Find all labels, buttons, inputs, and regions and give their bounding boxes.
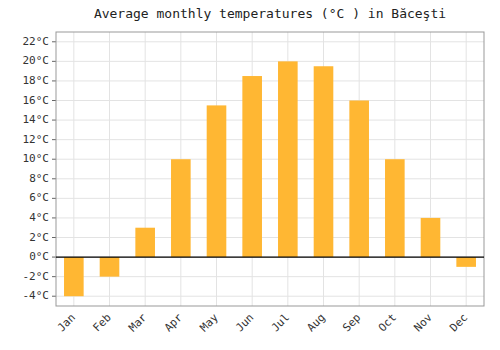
y-tick [52,100,56,101]
y-tick-label: -4°C [23,289,50,302]
x-tick-label: Aug [304,311,327,334]
x-tick-label: Mar [126,311,150,335]
y-tick-label: 22°C [23,35,50,48]
bar [207,105,227,257]
y-grid-line [56,80,484,81]
y-tick-label: 0°C [29,250,49,263]
y-tick [52,198,56,199]
y-tick-label: 16°C [23,94,50,107]
x-tick-label: Dec [447,311,470,334]
title: Average monthly temperatures (°C ) in Bă… [94,6,446,21]
bar [314,66,334,257]
x-grid-line [145,32,146,306]
y-tick [52,80,56,81]
y-grid-line [56,276,484,277]
y-grid-line [56,178,484,179]
bar [171,159,191,257]
y-tick-label: 14°C [23,113,50,126]
y-tick [52,237,56,238]
y-grid-line [56,120,484,121]
x-tick-label: Oct [376,311,399,334]
bar [421,218,441,257]
y-grid-line [56,139,484,140]
bar [456,257,476,267]
grid [56,32,484,306]
x-tick-label: Sep [340,311,363,334]
x-tick-label: Jul [269,311,292,334]
y-grid-line [56,159,484,160]
y-tick-label: 4°C [29,211,49,224]
x-tick-label: Jun [233,311,256,334]
y-tick-label: 8°C [29,172,49,185]
x-tick-label: May [197,311,221,335]
y-grid-line [56,237,484,238]
x-tick-label: Apr [162,311,186,335]
bar [64,257,84,296]
bar [278,61,298,257]
y-tick [52,120,56,121]
y-tick-label: 2°C [29,231,49,244]
plot-frame [56,32,484,306]
y-tick-label: 20°C [23,54,50,67]
y-tick [52,276,56,277]
y-tick [52,41,56,42]
x-grid-line [430,32,431,306]
bar [135,228,155,257]
y-grid-line [56,198,484,199]
y-tick [52,159,56,160]
chart: -4°C -2°C 0°C 2°C 4°C 6°C 8°C 10°C 12°C 14°C 16°C 1… [0,0,500,350]
bar [100,257,120,277]
y-grid-line [56,257,484,258]
y-tick-label: 18°C [23,74,50,87]
y-grid-line [56,41,484,42]
y-grid-line [56,217,484,218]
y-tick [52,257,56,258]
y-tick [52,217,56,218]
y-grid-line [56,100,484,101]
y-tick-label: -2°C [23,270,50,283]
y-tick-label: 12°C [23,133,50,146]
y-tick-label: 6°C [29,191,49,204]
y-tick [52,139,56,140]
bars [64,61,476,296]
x-tick-label: Nov [411,311,435,335]
y-grid-line [56,296,484,297]
bar [242,76,262,257]
x-tick-label: Jan [55,311,78,334]
bar [349,101,369,258]
zero-line [56,256,484,257]
y-tick-label: 10°C [23,152,50,165]
axes: -4°C -2°C 0°C 2°C 4°C 6°C 8°C 10°C 12°C 14°C 16°C 1… [23,32,485,334]
bar [385,159,405,257]
x-tick-label: Feb [90,311,113,334]
y-tick [52,61,56,62]
y-tick [52,178,56,179]
y-tick [52,296,56,297]
y-grid-line [56,61,484,62]
